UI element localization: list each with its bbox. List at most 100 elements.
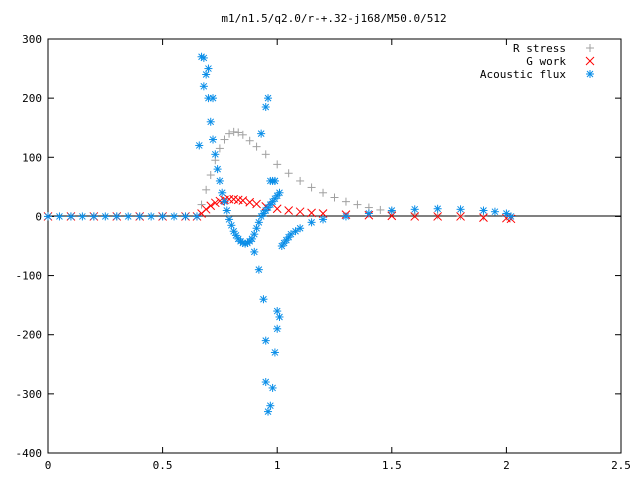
data-point bbox=[272, 204, 282, 214]
data-point bbox=[387, 206, 396, 215]
data-point bbox=[225, 215, 234, 224]
legend-label: G work bbox=[526, 55, 566, 68]
y-tick-label: -200 bbox=[16, 329, 43, 342]
data-point bbox=[124, 212, 133, 221]
data-point bbox=[181, 212, 190, 221]
x-tick-label: 1.5 bbox=[382, 459, 402, 472]
data-point bbox=[273, 324, 282, 333]
data-point bbox=[201, 204, 211, 214]
data-point bbox=[410, 205, 419, 214]
y-tick-label: -300 bbox=[16, 388, 43, 401]
data-point bbox=[284, 169, 293, 178]
data-point bbox=[341, 212, 350, 221]
data-point bbox=[286, 230, 295, 239]
data-point bbox=[264, 407, 273, 416]
y-tick-label: -400 bbox=[16, 447, 43, 460]
data-point bbox=[264, 94, 273, 103]
data-point bbox=[135, 212, 144, 221]
data-point bbox=[250, 247, 259, 256]
data-point bbox=[206, 171, 215, 180]
data-point bbox=[266, 401, 275, 410]
data-point bbox=[229, 227, 238, 236]
data-point bbox=[197, 200, 206, 209]
y-tick-label: 300 bbox=[22, 33, 42, 46]
data-point bbox=[307, 218, 316, 227]
data-point bbox=[257, 129, 266, 138]
data-point bbox=[215, 176, 224, 185]
data-point bbox=[319, 215, 328, 224]
data-point bbox=[296, 176, 305, 185]
data-point bbox=[112, 212, 121, 221]
data-point bbox=[225, 129, 234, 138]
data-point bbox=[490, 207, 499, 216]
data-point bbox=[502, 209, 511, 218]
data-point bbox=[218, 188, 227, 197]
data-point bbox=[254, 265, 263, 274]
data-point bbox=[275, 188, 284, 197]
data-point bbox=[479, 206, 488, 215]
ticks: 0 0.5 1 1.5 2 2.5 -400 -300 -200 -100 0 100 200 300 bbox=[16, 33, 631, 472]
data-point bbox=[250, 230, 259, 239]
data-point bbox=[66, 212, 75, 221]
data-point bbox=[479, 213, 488, 222]
data-point bbox=[206, 117, 215, 126]
legend-label: R stress bbox=[513, 42, 566, 55]
data-point bbox=[213, 165, 222, 174]
legend-marker bbox=[586, 70, 594, 78]
x-tick-label: 2.5 bbox=[611, 459, 631, 472]
x-tick-label: 2 bbox=[503, 459, 510, 472]
data-point bbox=[220, 135, 229, 144]
data-point bbox=[456, 212, 465, 221]
legend-label: Acoustic flux bbox=[480, 68, 566, 81]
data-point bbox=[195, 141, 204, 150]
data-point bbox=[44, 212, 52, 221]
data-point bbox=[284, 206, 294, 215]
data-point bbox=[273, 307, 282, 316]
data-point bbox=[252, 142, 261, 151]
plot-frame bbox=[47, 38, 622, 454]
data-point bbox=[291, 227, 300, 236]
data-point bbox=[268, 383, 277, 392]
x-tick-label: 0.5 bbox=[153, 459, 173, 472]
data-point bbox=[319, 188, 328, 197]
data-point bbox=[204, 64, 213, 73]
data-point bbox=[209, 94, 218, 103]
data-point bbox=[252, 199, 261, 209]
data-point bbox=[170, 212, 179, 221]
data-point bbox=[433, 204, 442, 213]
data-point bbox=[222, 206, 231, 215]
data-point bbox=[206, 201, 216, 211]
data-point bbox=[234, 128, 243, 137]
data-point bbox=[101, 212, 110, 221]
y-tick-label: -100 bbox=[16, 270, 43, 283]
x-tick-label: 1 bbox=[274, 459, 281, 472]
data-point bbox=[295, 207, 305, 217]
data-point bbox=[202, 185, 211, 194]
marks bbox=[43, 52, 516, 416]
data-point bbox=[202, 70, 211, 79]
data-point bbox=[261, 103, 270, 112]
data-point bbox=[238, 130, 247, 139]
legend-marker bbox=[586, 44, 594, 52]
data-point bbox=[254, 218, 263, 227]
data-point bbox=[55, 212, 64, 221]
data-point bbox=[296, 224, 305, 233]
data-point bbox=[261, 336, 270, 345]
data-point bbox=[78, 212, 87, 221]
data-point bbox=[353, 200, 362, 209]
data-point bbox=[158, 212, 167, 221]
x-tick-label: 0 bbox=[45, 459, 52, 472]
data-point bbox=[147, 212, 156, 221]
data-point bbox=[215, 144, 224, 153]
data-point bbox=[211, 150, 220, 159]
data-point bbox=[307, 208, 316, 218]
data-point bbox=[89, 212, 98, 221]
data-point bbox=[220, 197, 229, 206]
data-point bbox=[199, 53, 208, 62]
data-point bbox=[261, 378, 270, 387]
data-point bbox=[245, 136, 254, 145]
data-point bbox=[341, 197, 350, 206]
data-point bbox=[209, 135, 218, 144]
data-point bbox=[275, 312, 284, 321]
